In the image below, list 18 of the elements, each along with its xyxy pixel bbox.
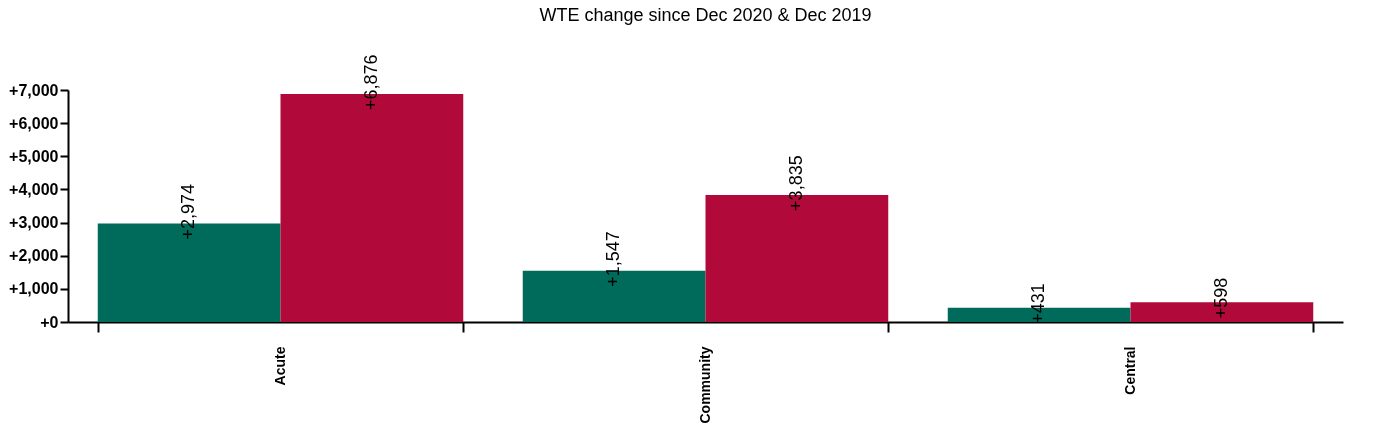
y-tick-label: +1,000 (9, 280, 59, 298)
y-tick-label: +5,000 (9, 147, 59, 165)
data-label: +3,835 (785, 155, 806, 211)
y-tick-label: +4,000 (9, 180, 59, 198)
y-tick-label: +7,000 (9, 81, 59, 99)
y-tick-label: +6,000 (9, 114, 59, 132)
x-tick-label: Central (1122, 346, 1138, 395)
y-tick-label: +3,000 (9, 214, 59, 232)
data-label: +2,974 (178, 183, 199, 240)
data-label: +431 (1028, 283, 1049, 324)
data-label: +1,547 (603, 231, 624, 287)
y-tick-label: +0 (40, 313, 59, 331)
data-label: +6,876 (360, 54, 381, 111)
y-tick-label: +2,000 (9, 247, 59, 265)
x-tick-label: Acute (272, 346, 288, 386)
x-tick-label: Community (697, 346, 713, 424)
data-label: +598 (1210, 277, 1231, 319)
chart-title: WTE change since Dec 2020 & Dec 2019 (539, 4, 872, 25)
